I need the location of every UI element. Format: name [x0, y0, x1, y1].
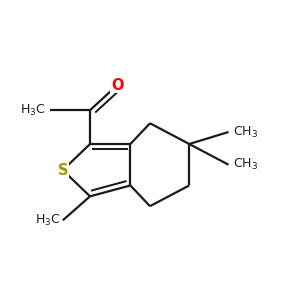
Text: H$_3$C: H$_3$C: [35, 213, 61, 228]
Text: O: O: [111, 78, 124, 93]
Text: CH$_3$: CH$_3$: [233, 157, 258, 172]
Text: H$_3$C: H$_3$C: [20, 103, 45, 118]
Text: S: S: [58, 163, 68, 178]
Text: CH$_3$: CH$_3$: [233, 124, 258, 140]
